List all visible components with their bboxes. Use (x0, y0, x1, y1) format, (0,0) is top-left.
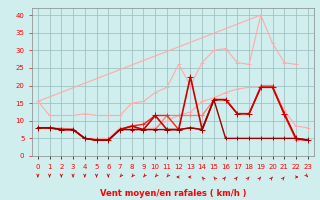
X-axis label: Vent moyen/en rafales ( km/h ): Vent moyen/en rafales ( km/h ) (100, 189, 246, 198)
